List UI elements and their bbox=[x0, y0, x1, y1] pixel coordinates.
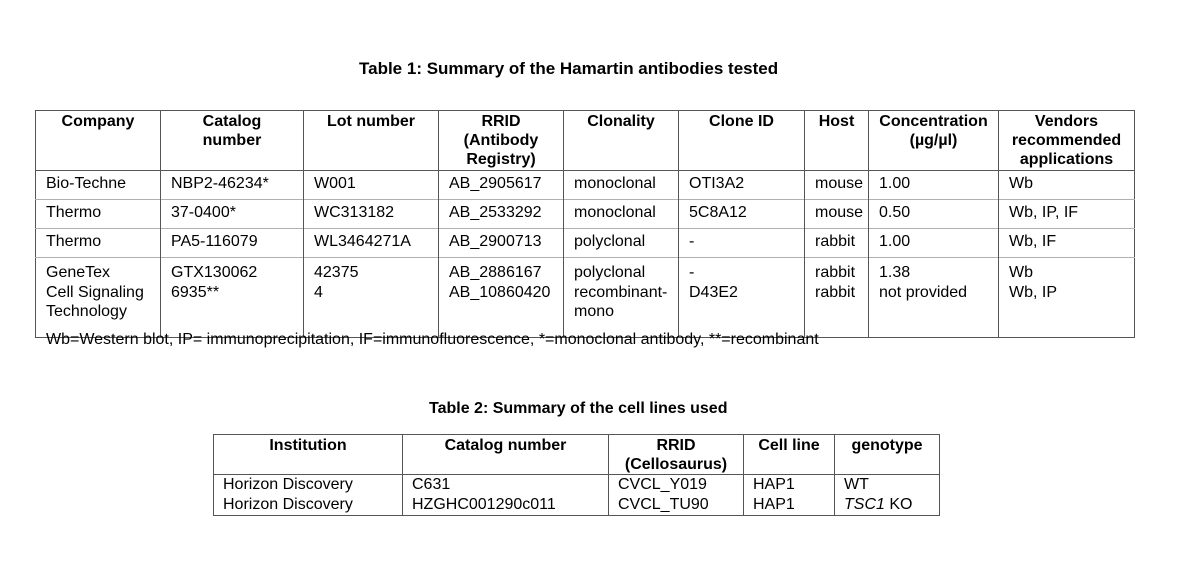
cell-applications: Wb bbox=[998, 170, 1135, 200]
cell-lot: WC313182 bbox=[303, 199, 439, 229]
cell-catalog: 6935** bbox=[160, 283, 304, 338]
cell-concentration: 1.00 bbox=[868, 228, 999, 258]
antibody-table: Company Catalog number Lot number RRID (An… bbox=[35, 110, 1135, 338]
cell-clone-id: D43E2 bbox=[678, 283, 805, 338]
header-catalog-number: Catalog number bbox=[402, 434, 609, 475]
cell-clonality: recombinant-mono bbox=[563, 283, 679, 338]
header-company: Company bbox=[35, 110, 161, 171]
header-clonality: Clonality bbox=[563, 110, 679, 171]
cell-applications: Wb, IP, IF bbox=[998, 199, 1135, 229]
cell-catalog: GTX130062 bbox=[160, 257, 304, 283]
cell-genotype: TSC1 KO bbox=[834, 495, 940, 516]
cell-rrid: AB_2905617 bbox=[438, 170, 564, 200]
cell-catalog: NBP2-46234* bbox=[160, 170, 304, 200]
cell-clone-id: OTI3A2 bbox=[678, 170, 805, 200]
cell-concentration: 0.50 bbox=[868, 199, 999, 229]
cell-rrid: CVCL_TU90 bbox=[608, 495, 744, 516]
cell-applications: Wb bbox=[998, 257, 1135, 283]
cell-clonality: polyclonal bbox=[563, 228, 679, 258]
cell-host: mouse bbox=[804, 170, 869, 200]
cell-genotype: WT bbox=[834, 474, 940, 495]
cell-company: Cell Signaling Technology bbox=[46, 284, 144, 320]
cell-clone-id: - bbox=[678, 228, 805, 258]
cell-catalog: C631 bbox=[402, 474, 609, 495]
table-row: Thermo PA5-116079 WL3464271A AB_2900713 … bbox=[35, 228, 1135, 258]
cell-rrid: AB_2900713 bbox=[438, 228, 564, 258]
header-genotype: genotype bbox=[834, 434, 940, 475]
cell-rrid: CVCL_Y019 bbox=[608, 474, 744, 495]
cell-host: mouse bbox=[804, 199, 869, 229]
table-row: Thermo 37-0400* WC313182 AB_2533292 mono… bbox=[35, 199, 1135, 229]
header-catalog-number: Catalog number bbox=[160, 110, 304, 171]
cell-clone-id: 5C8A12 bbox=[678, 199, 805, 229]
cell-lot: WL3464271A bbox=[303, 228, 439, 258]
cell-concentration: 1.38 bbox=[868, 257, 999, 283]
cell-host: rabbit bbox=[804, 257, 869, 283]
cell-host: rabbit bbox=[804, 283, 869, 338]
table2-title: Table 2: Summary of the cell lines used bbox=[429, 400, 728, 417]
cell-institution: Horizon Discovery bbox=[223, 476, 353, 493]
cell-clonality: monoclonal bbox=[563, 170, 679, 200]
cell-lot: W001 bbox=[303, 170, 439, 200]
cell-applications: Wb, IF bbox=[998, 228, 1135, 258]
cell-clonality: monoclonal bbox=[563, 199, 679, 229]
header-applications: Vendors recommended applications bbox=[998, 110, 1135, 171]
header-concentration: Concentration (µg/µl) bbox=[868, 110, 999, 171]
cell-catalog: HZGHC001290c011 bbox=[402, 495, 609, 516]
cell-host: rabbit bbox=[804, 228, 869, 258]
cell-rrid: AB_2533292 bbox=[438, 199, 564, 229]
cell-concentration: not provided bbox=[868, 283, 999, 338]
cell-applications: Wb, IP bbox=[998, 283, 1135, 338]
table-row: Horizon Discovery C631 CVCL_Y019 HAP1 WT bbox=[214, 474, 940, 495]
cell-company: Bio-Techne bbox=[46, 175, 127, 192]
cell-catalog: 37-0400* bbox=[160, 199, 304, 229]
header-institution: Institution bbox=[213, 434, 403, 475]
cell-company: Thermo bbox=[35, 199, 161, 229]
header-rrid: RRID (Antibody Registry) bbox=[438, 110, 564, 171]
header-cell-line: Cell line bbox=[743, 434, 835, 475]
cell-lot: 4 bbox=[303, 283, 439, 338]
cell-line-table: Institution Catalog number RRID (Cellosau… bbox=[213, 434, 940, 516]
table1-footnote: Wb=Western blot, IP= immunoprecipitation… bbox=[46, 331, 819, 348]
cell-cell-line: HAP1 bbox=[743, 495, 835, 516]
cell-clone-id: - bbox=[678, 257, 805, 283]
header-clone-id: Clone ID bbox=[678, 110, 805, 171]
cell-lot: 42375 bbox=[303, 257, 439, 283]
header-host: Host bbox=[804, 110, 869, 171]
cell-concentration: 1.00 bbox=[868, 170, 999, 200]
cell-rrid: AB_2886167 bbox=[438, 257, 564, 283]
cell-cell-line: HAP1 bbox=[743, 474, 835, 495]
cell-company: GeneTex bbox=[35, 257, 161, 283]
table-header-row: Institution Catalog number RRID (Cellosau… bbox=[213, 434, 940, 475]
cell-company: Thermo bbox=[35, 228, 161, 258]
table1-title: Table 1: Summary of the Hamartin antibod… bbox=[359, 59, 779, 78]
genotype-suffix: KO bbox=[884, 496, 913, 513]
table-row: Cell Signaling Technology 6935** 4 AB_108… bbox=[36, 283, 1135, 338]
table-row: Horizon Discovery HZGHC001290c011 CVCL_T… bbox=[214, 495, 940, 516]
table-row: Bio-Techne NBP2-46234* W001 AB_2905617 m… bbox=[36, 170, 1135, 200]
cell-catalog: PA5-116079 bbox=[160, 228, 304, 258]
cell-rrid: AB_10860420 bbox=[438, 283, 564, 338]
cell-institution: Horizon Discovery bbox=[223, 496, 353, 513]
header-lot-number: Lot number bbox=[303, 110, 439, 171]
header-rrid: RRID (Cellosaurus) bbox=[608, 434, 744, 475]
cell-clonality: polyclonal bbox=[563, 257, 679, 283]
table-header-row: Company Catalog number Lot number RRID (An… bbox=[35, 110, 1135, 171]
genotype-gene: TSC1 bbox=[844, 496, 885, 513]
table-row: GeneTex GTX130062 42375 AB_2886167 polyc… bbox=[35, 257, 1135, 283]
